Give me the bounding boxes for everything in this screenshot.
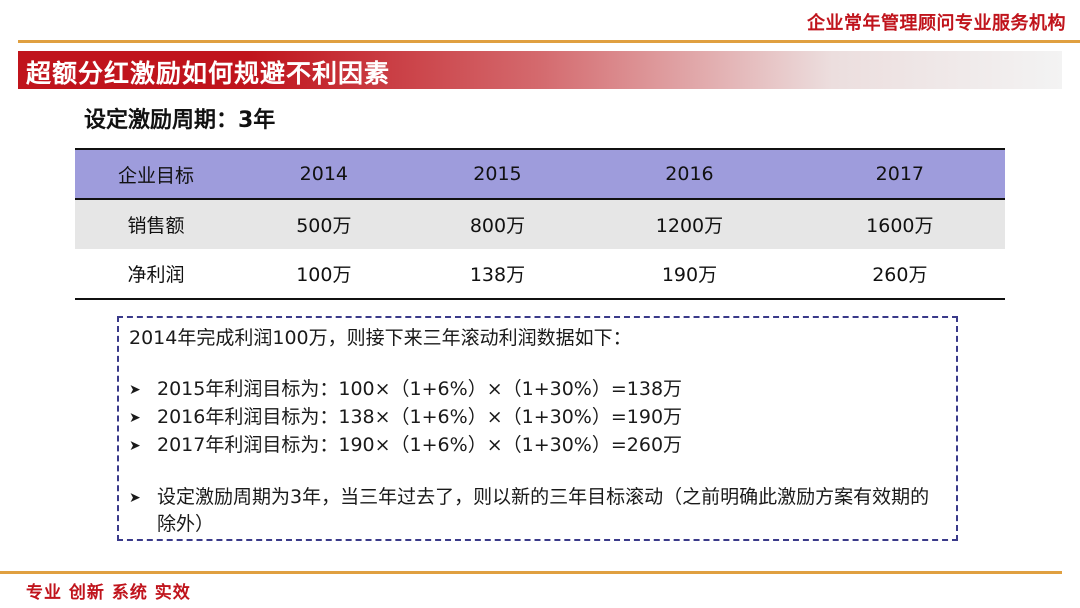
- table-cell: 1600万: [794, 199, 1005, 249]
- table-cell: 260万: [794, 249, 1005, 300]
- page-title: 超额分红激励如何规避不利因素: [26, 59, 391, 88]
- goals-table: 企业目标 2014 2015 2016 2017 销售额 500万 800万 1…: [75, 148, 1005, 300]
- column-header: 2016: [584, 148, 795, 200]
- footer-slogan: 专业 创新 系统 实效: [26, 583, 191, 603]
- table-cell: 800万: [410, 199, 585, 249]
- table-cell: 138万: [410, 249, 585, 300]
- bullet-text: 2017年利润目标为：190×（1+6%）×（1+30%）=260万: [157, 434, 683, 456]
- table-row: 销售额 500万 800万 1200万 1600万: [75, 199, 1005, 249]
- list-item: ➤ 2015年利润目标为：100×（1+6%）×（1+30%）=138万: [129, 376, 946, 404]
- column-header: 2015: [410, 148, 585, 200]
- org-name: 企业常年管理顾问专业服务机构: [807, 13, 1066, 34]
- arrow-bullet-icon: ➤: [129, 410, 141, 426]
- note-intro: 2014年完成利润100万，则接下来三年滚动利润数据如下：: [129, 327, 632, 349]
- bullet-text: 设定激励周期为3年，当三年过去了，则以新的三年目标滚动（之前明确此激励方案有效期…: [157, 486, 930, 535]
- list-item: ➤ 2016年利润目标为：138×（1+6%）×（1+30%）=190万: [129, 404, 946, 432]
- table-cell: 1200万: [584, 199, 795, 249]
- arrow-bullet-icon: ➤: [129, 490, 141, 506]
- row-label: 净利润: [75, 249, 237, 300]
- column-header: 2017: [794, 148, 1005, 200]
- table-cell: 100万: [237, 249, 411, 300]
- arrow-bullet-icon: ➤: [129, 382, 141, 398]
- column-header: 2014: [237, 148, 411, 200]
- arrow-bullet-icon: ➤: [129, 438, 141, 454]
- table-row: 净利润 100万 138万 190万 260万: [75, 249, 1005, 300]
- column-header: 企业目标: [75, 148, 237, 200]
- title-band: 超额分红激励如何规避不利因素: [18, 51, 1062, 89]
- bullet-text: 2015年利润目标为：100×（1+6%）×（1+30%）=138万: [157, 378, 683, 400]
- bottom-divider: [0, 571, 1062, 574]
- list-item: ➤ 设定激励周期为3年，当三年过去了，则以新的三年目标滚动（之前明确此激励方案有…: [129, 484, 946, 538]
- top-divider: [18, 40, 1080, 43]
- subtitle: 设定激励周期：3年: [84, 108, 276, 133]
- row-label: 销售额: [75, 199, 237, 249]
- list-item: ➤ 2017年利润目标为：190×（1+6%）×（1+30%）=260万: [129, 432, 946, 460]
- note-box: 2014年完成利润100万，则接下来三年滚动利润数据如下： ➤ 2015年利润目…: [117, 316, 958, 541]
- bullet-text: 2016年利润目标为：138×（1+6%）×（1+30%）=190万: [157, 406, 683, 428]
- table-header-row: 企业目标 2014 2015 2016 2017: [75, 148, 1005, 200]
- table-cell: 500万: [237, 199, 411, 249]
- table-cell: 190万: [584, 249, 795, 300]
